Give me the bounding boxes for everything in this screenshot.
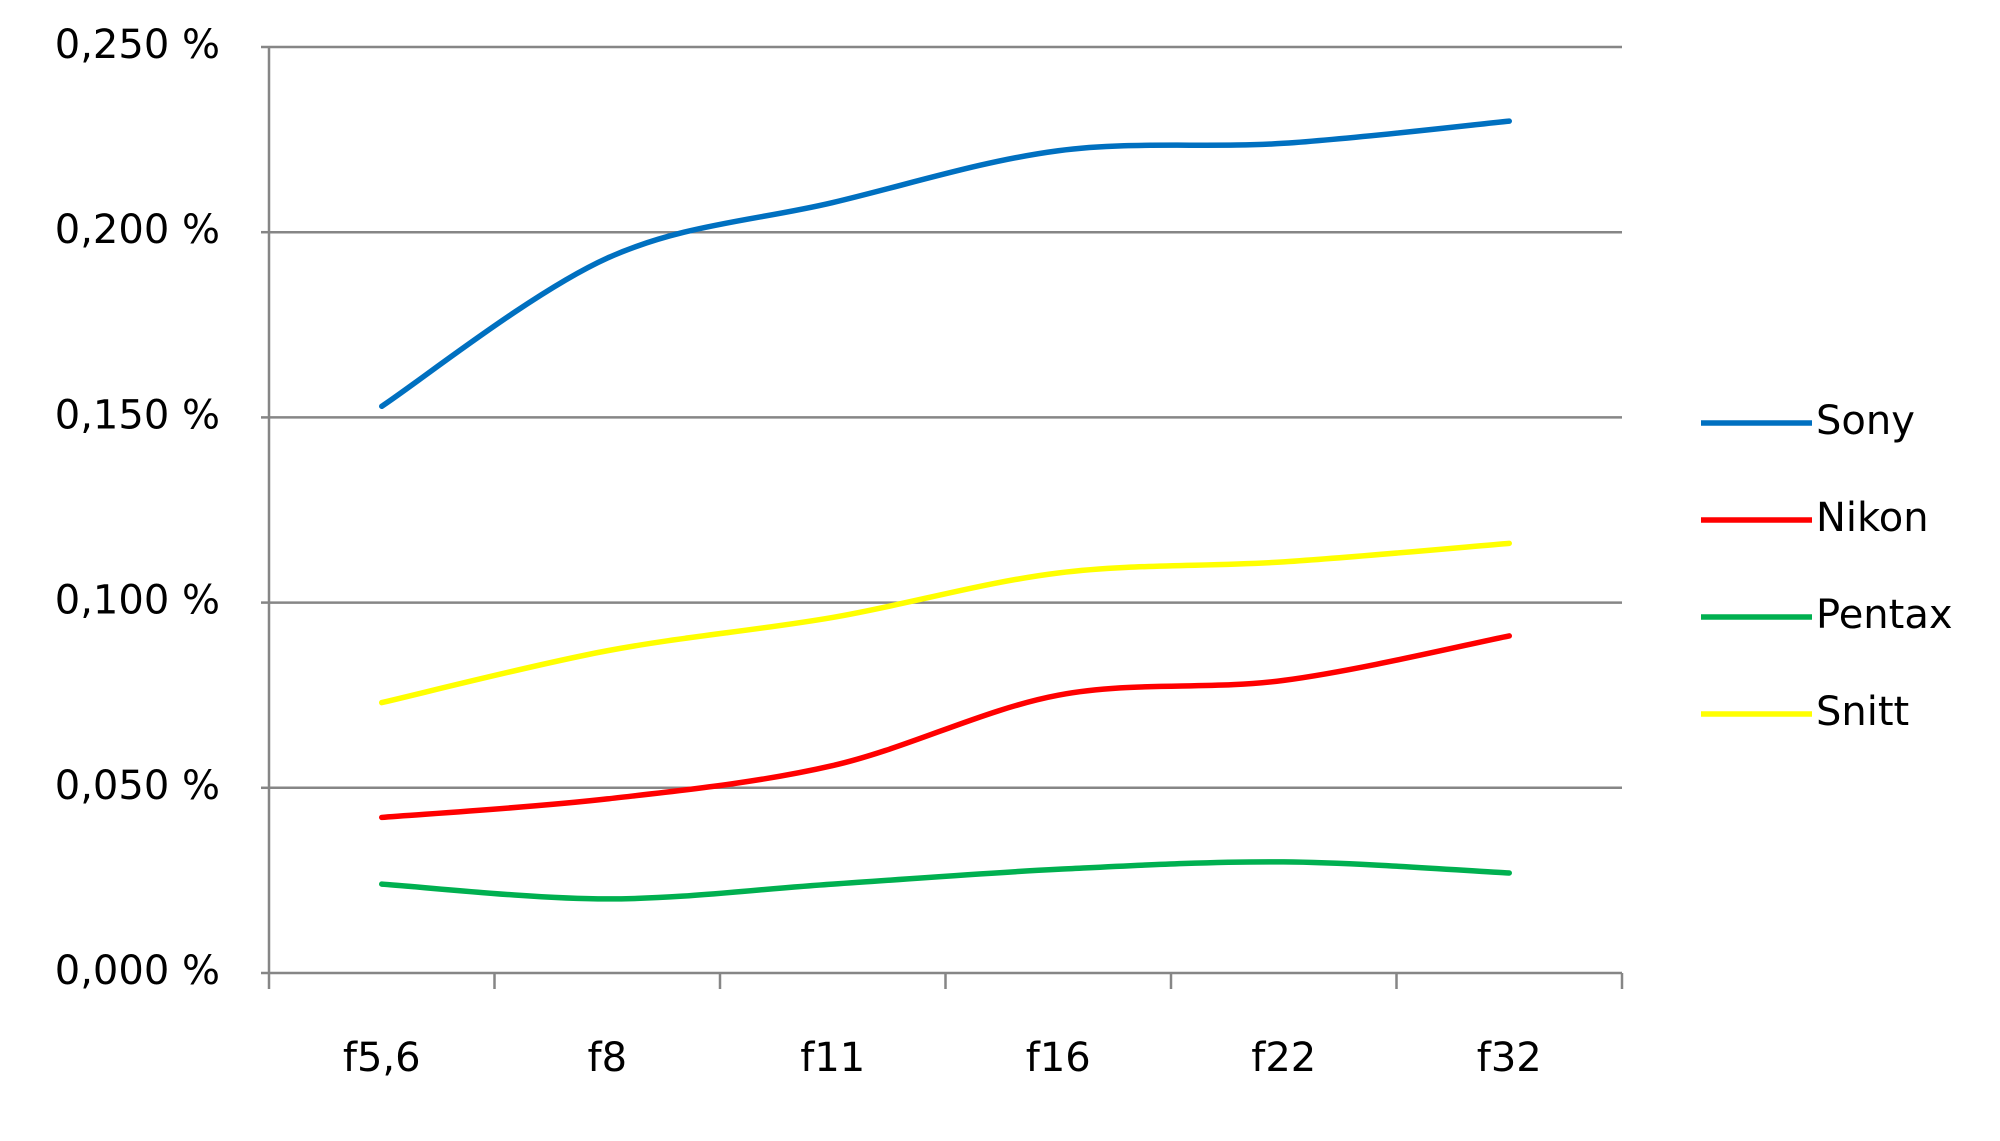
- x-tick-label: f22: [1251, 1035, 1316, 1081]
- y-tick-label: 0,200 %: [55, 207, 220, 253]
- series-line: [379, 540, 1512, 706]
- legend-label: Pentax: [1816, 592, 1953, 638]
- y-tick-label: 0,000 %: [55, 948, 220, 994]
- series-line: [379, 633, 1512, 821]
- x-tick-label: f11: [800, 1035, 865, 1081]
- y-tick-label: 0,250 %: [55, 22, 220, 68]
- y-tick-label: 0,050 %: [55, 763, 220, 809]
- x-tick-label: f8: [587, 1035, 627, 1081]
- series-line: [379, 859, 1512, 902]
- x-tick-label: f32: [1477, 1035, 1542, 1081]
- series-line: [379, 118, 1512, 410]
- x-tick-label: f5,6: [343, 1035, 421, 1081]
- legend-label: Snitt: [1816, 689, 1909, 735]
- y-tick-label: 0,100 %: [55, 578, 220, 624]
- y-tick-label: 0,150 %: [55, 392, 220, 438]
- x-tick-label: f16: [1026, 1035, 1091, 1081]
- legend-label: Nikon: [1816, 495, 1929, 541]
- legend-label: Sony: [1816, 398, 1915, 444]
